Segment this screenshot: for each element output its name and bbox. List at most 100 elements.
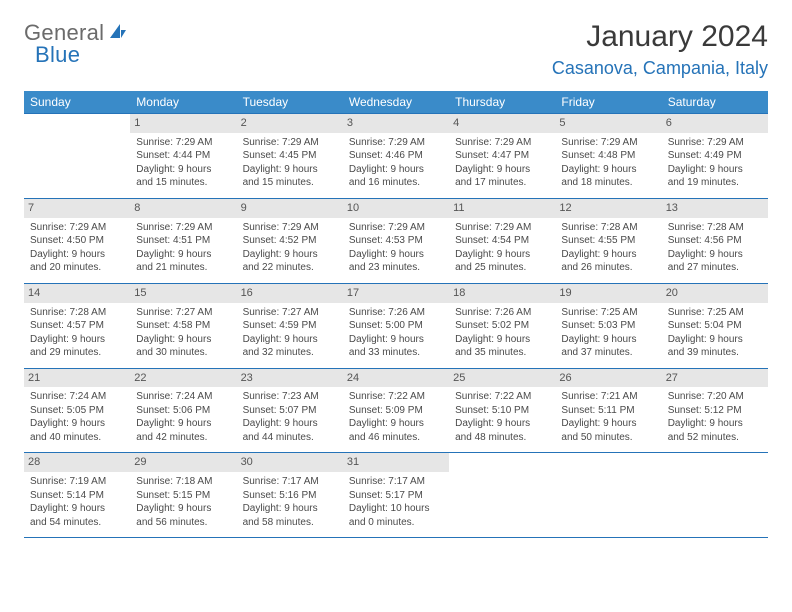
calendar-cell: 16Sunrise: 7:27 AMSunset: 4:59 PMDayligh… (237, 283, 343, 368)
sunset-line: Sunset: 5:17 PM (349, 489, 443, 503)
day-number: 6 (662, 114, 768, 133)
calendar-cell: 14Sunrise: 7:28 AMSunset: 4:57 PMDayligh… (24, 283, 130, 368)
calendar-cell (555, 453, 661, 538)
calendar-cell: 19Sunrise: 7:25 AMSunset: 5:03 PMDayligh… (555, 283, 661, 368)
day-number: 7 (24, 199, 130, 218)
logo-sail-icon (108, 22, 128, 45)
day-info: Sunrise: 7:20 AMSunset: 5:12 PMDaylight:… (668, 390, 762, 444)
daylight-line-1: Daylight: 9 hours (30, 417, 124, 431)
sunset-line: Sunset: 5:16 PM (243, 489, 337, 503)
sunset-line: Sunset: 4:58 PM (136, 319, 230, 333)
sunrise-line: Sunrise: 7:21 AM (561, 390, 655, 404)
calendar-cell: 7 Sunrise: 7:29 AMSunset: 4:50 PMDaylight… (24, 198, 130, 283)
daylight-line-2: and 19 minutes. (668, 176, 762, 190)
day-info: Sunrise: 7:29 AMSunset: 4:45 PMDaylight:… (243, 136, 337, 190)
daylight-line-2: and 39 minutes. (668, 346, 762, 360)
daylight-line-2: and 50 minutes. (561, 431, 655, 445)
day-header: Friday (555, 91, 661, 114)
day-info: Sunrise: 7:21 AMSunset: 5:11 PMDaylight:… (561, 390, 655, 444)
daylight-line-1: Daylight: 9 hours (455, 333, 549, 347)
calendar-cell: 24Sunrise: 7:22 AMSunset: 5:09 PMDayligh… (343, 368, 449, 453)
sunset-line: Sunset: 5:03 PM (561, 319, 655, 333)
calendar-cell: 25Sunrise: 7:22 AMSunset: 5:10 PMDayligh… (449, 368, 555, 453)
calendar-cell: 28Sunrise: 7:19 AMSunset: 5:14 PMDayligh… (24, 453, 130, 538)
daylight-line-1: Daylight: 9 hours (243, 248, 337, 262)
day-number: 12 (555, 199, 661, 218)
daylight-line-1: Daylight: 9 hours (561, 333, 655, 347)
sunrise-line: Sunrise: 7:28 AM (561, 221, 655, 235)
sunset-line: Sunset: 4:53 PM (349, 234, 443, 248)
day-number: 23 (237, 369, 343, 388)
sunset-line: Sunset: 5:12 PM (668, 404, 762, 418)
day-number: 8 (130, 199, 236, 218)
sunset-line: Sunset: 4:50 PM (30, 234, 124, 248)
sunset-line: Sunset: 4:48 PM (561, 149, 655, 163)
sunrise-line: Sunrise: 7:28 AM (30, 306, 124, 320)
calendar-cell: 23 Sunrise: 7:23 AMSunset: 5:07 PMDayligh… (237, 368, 343, 453)
calendar-cell: 4Sunrise: 7:29 AMSunset: 4:47 PMDaylight… (449, 114, 555, 199)
day-number: 11 (449, 199, 555, 218)
day-info: Sunrise: 7:28 AMSunset: 4:56 PMDaylight:… (668, 221, 762, 275)
calendar-cell (24, 114, 130, 199)
sunrise-line: Sunrise: 7:27 AM (243, 306, 337, 320)
sunrise-line: Sunrise: 7:28 AM (668, 221, 762, 235)
day-info: Sunrise: 7:23 AMSunset: 5:07 PMDaylight:… (243, 390, 337, 444)
daylight-line-1: Daylight: 10 hours (349, 502, 443, 516)
day-header: Sunday (24, 91, 130, 114)
daylight-line-1: Daylight: 9 hours (668, 248, 762, 262)
sunrise-line: Sunrise: 7:24 AM (30, 390, 124, 404)
day-number: 16 (237, 284, 343, 303)
day-info: Sunrise: 7:17 AMSunset: 5:16 PMDaylight:… (243, 475, 337, 529)
daylight-line-1: Daylight: 9 hours (243, 502, 337, 516)
day-number: 14 (24, 284, 130, 303)
sunrise-line: Sunrise: 7:29 AM (243, 221, 337, 235)
day-number (555, 453, 661, 472)
sunrise-line: Sunrise: 7:29 AM (136, 136, 230, 150)
sunrise-line: Sunrise: 7:22 AM (455, 390, 549, 404)
day-header: Saturday (662, 91, 768, 114)
calendar-week: 21Sunrise: 7:24 AMSunset: 5:05 PMDayligh… (24, 368, 768, 453)
day-number: 28 (24, 453, 130, 472)
day-number (662, 453, 768, 472)
daylight-line-2: and 15 minutes. (136, 176, 230, 190)
month-title: January 2024 (552, 20, 768, 54)
day-number: 26 (555, 369, 661, 388)
sunrise-line: Sunrise: 7:19 AM (30, 475, 124, 489)
daylight-line-2: and 23 minutes. (349, 261, 443, 275)
daylight-line-2: and 46 minutes. (349, 431, 443, 445)
sunrise-line: Sunrise: 7:25 AM (668, 306, 762, 320)
day-info: Sunrise: 7:18 AMSunset: 5:15 PMDaylight:… (136, 475, 230, 529)
day-number: 31 (343, 453, 449, 472)
calendar-cell: 20Sunrise: 7:25 AMSunset: 5:04 PMDayligh… (662, 283, 768, 368)
daylight-line-2: and 48 minutes. (455, 431, 549, 445)
daylight-line-2: and 20 minutes. (30, 261, 124, 275)
day-info: Sunrise: 7:29 AMSunset: 4:50 PMDaylight:… (30, 221, 124, 275)
calendar-cell: 27Sunrise: 7:20 AMSunset: 5:12 PMDayligh… (662, 368, 768, 453)
sunset-line: Sunset: 4:57 PM (30, 319, 124, 333)
sunrise-line: Sunrise: 7:27 AM (136, 306, 230, 320)
sunset-line: Sunset: 5:02 PM (455, 319, 549, 333)
daylight-line-2: and 17 minutes. (455, 176, 549, 190)
day-info: Sunrise: 7:25 AMSunset: 5:03 PMDaylight:… (561, 306, 655, 360)
day-info: Sunrise: 7:29 AMSunset: 4:53 PMDaylight:… (349, 221, 443, 275)
daylight-line-1: Daylight: 9 hours (136, 333, 230, 347)
day-number: 3 (343, 114, 449, 133)
calendar-cell: 10Sunrise: 7:29 AMSunset: 4:53 PMDayligh… (343, 198, 449, 283)
sunset-line: Sunset: 4:56 PM (668, 234, 762, 248)
calendar-cell: 8Sunrise: 7:29 AMSunset: 4:51 PMDaylight… (130, 198, 236, 283)
daylight-line-2: and 52 minutes. (668, 431, 762, 445)
calendar-week: 7Sunrise: 7:29 AMSunset: 4:50 PMDaylight… (24, 198, 768, 283)
day-info: Sunrise: 7:29 AMSunset: 4:44 PMDaylight:… (136, 136, 230, 190)
header: General January 2024 Casanova, Campania,… (24, 20, 768, 79)
daylight-line-2: and 40 minutes. (30, 431, 124, 445)
calendar-cell: 11Sunrise: 7:29 AMSunset: 4:54 PMDayligh… (449, 198, 555, 283)
calendar-week: 14 Sunrise: 7:28 AMSunset: 4:57 PM Dayligh… (24, 283, 768, 368)
daylight-line-2: and 26 minutes. (561, 261, 655, 275)
day-number: 13 (662, 199, 768, 218)
calendar-cell: 22Sunrise: 7:24 AMSunset: 5:06 PMDayligh… (130, 368, 236, 453)
daylight-line-2: and 18 minutes. (561, 176, 655, 190)
sunrise-line: Sunrise: 7:29 AM (349, 221, 443, 235)
sunrise-line: Sunrise: 7:25 AM (561, 306, 655, 320)
daylight-line-1: Daylight: 9 hours (561, 163, 655, 177)
daylight-line-1: Daylight: 9 hours (668, 417, 762, 431)
